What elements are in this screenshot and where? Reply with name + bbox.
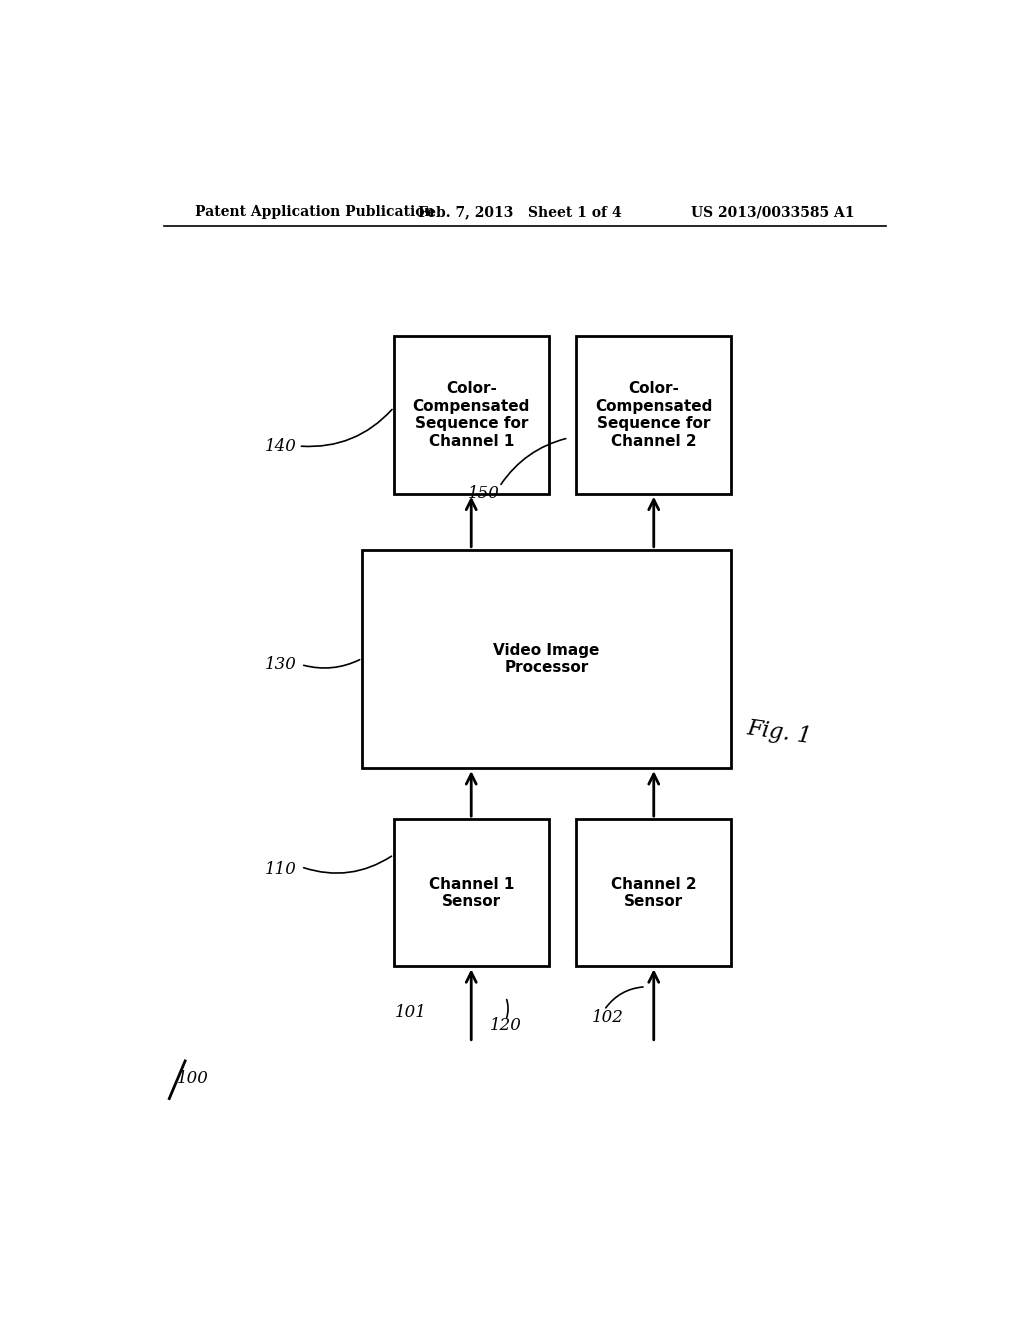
Text: Color-
Compensated
Sequence for
Channel 1: Color- Compensated Sequence for Channel … bbox=[413, 381, 529, 449]
Text: Channel 2
Sensor: Channel 2 Sensor bbox=[611, 876, 696, 909]
Text: 120: 120 bbox=[489, 1016, 521, 1034]
Text: 140: 140 bbox=[264, 437, 296, 454]
Text: 100: 100 bbox=[177, 1069, 209, 1086]
Text: 130: 130 bbox=[264, 656, 296, 673]
Text: Fig. 1: Fig. 1 bbox=[744, 717, 813, 748]
Bar bbox=[577, 337, 731, 494]
Bar bbox=[394, 337, 549, 494]
Text: Channel 1
Sensor: Channel 1 Sensor bbox=[429, 876, 514, 909]
Text: Feb. 7, 2013   Sheet 1 of 4: Feb. 7, 2013 Sheet 1 of 4 bbox=[418, 205, 622, 219]
Text: Video Image
Processor: Video Image Processor bbox=[494, 643, 600, 675]
Text: 150: 150 bbox=[468, 486, 500, 503]
Bar bbox=[577, 818, 731, 966]
Text: Patent Application Publication: Patent Application Publication bbox=[196, 205, 435, 219]
Text: Color-
Compensated
Sequence for
Channel 2: Color- Compensated Sequence for Channel … bbox=[595, 381, 713, 449]
Text: US 2013/0033585 A1: US 2013/0033585 A1 bbox=[691, 205, 855, 219]
Text: 110: 110 bbox=[264, 862, 296, 878]
Text: 102: 102 bbox=[592, 1008, 624, 1026]
Bar bbox=[394, 818, 549, 966]
Bar bbox=[362, 549, 731, 768]
Text: 101: 101 bbox=[394, 1003, 426, 1020]
